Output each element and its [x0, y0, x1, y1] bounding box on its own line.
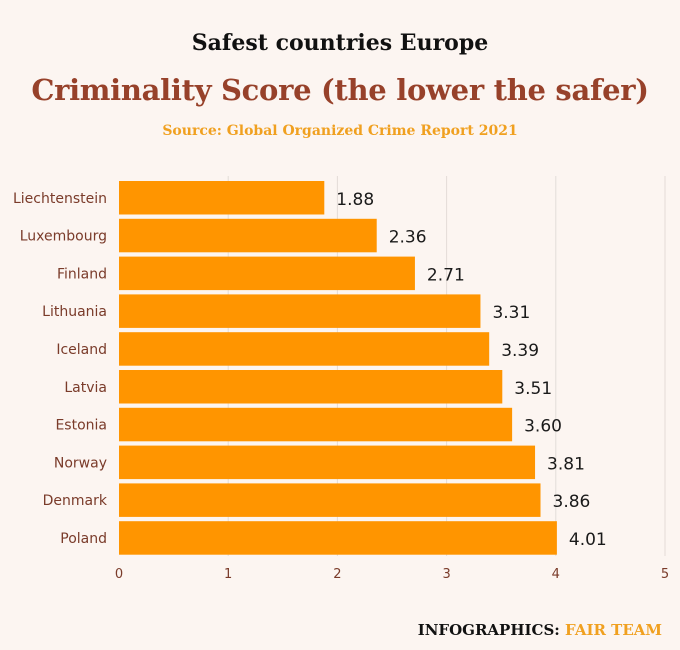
x-tick-label: 0 [115, 567, 123, 582]
bar [119, 256, 415, 291]
value-label: 2.71 [427, 265, 465, 285]
category-label: Liechtenstein [13, 191, 107, 207]
chart-subtitle: Criminality Score (the lower the safer) [31, 73, 649, 107]
value-label: 3.60 [524, 417, 562, 437]
category-label: Estonia [55, 418, 107, 434]
category-label: Lithuania [42, 304, 107, 320]
value-label: 4.01 [569, 530, 607, 550]
value-label: 3.51 [514, 379, 552, 399]
bar-chart: Liechtenstein Luxembourg Finland Lithuania I… [13, 176, 669, 582]
category-label: Finland [57, 266, 107, 282]
bar [119, 218, 377, 253]
value-label: 3.39 [501, 341, 539, 361]
value-label: 3.31 [492, 303, 530, 323]
category-label: Luxembourg [20, 229, 107, 245]
chart-source: Source: Global Organized Crime Report 20… [162, 123, 518, 139]
credit-label: INFOGRAPHICS: [417, 621, 566, 639]
bars [119, 181, 557, 555]
bar [119, 483, 541, 517]
x-tick-label: 1 [224, 567, 232, 582]
category-label: Denmark [43, 493, 108, 509]
x-tick-label: 5 [661, 567, 669, 582]
value-label: 1.88 [336, 190, 374, 210]
value-label: 3.86 [553, 492, 591, 512]
credit-brand: FAIR TEAM [565, 621, 662, 639]
category-label: Norway [54, 455, 107, 471]
value-label: 3.81 [547, 454, 585, 474]
bar [119, 407, 513, 442]
value-labels: 1.88 2.362.71 3.31 3.39 3.51 3.60 3.81 3.86 4.01 [336, 190, 606, 550]
bar [119, 521, 557, 555]
category-label: Latvia [64, 380, 107, 396]
category-label: Iceland [56, 342, 107, 358]
x-axis-ticks: 0 1 2 3 4 5 [115, 567, 669, 582]
category-label: Poland [60, 531, 107, 547]
x-tick-label: 2 [333, 567, 341, 582]
bar [119, 445, 536, 480]
x-tick-label: 4 [552, 567, 560, 582]
category-labels: Liechtenstein Luxembourg Finland Lithuania I… [13, 191, 108, 547]
x-tick-label: 3 [442, 567, 450, 582]
bar [119, 370, 503, 404]
bar [119, 332, 490, 366]
bar [119, 294, 481, 328]
value-label: 2.36 [389, 228, 427, 248]
bar [119, 181, 325, 215]
infographics-credit: INFOGRAPHICS: FAIR TEAM [418, 621, 662, 639]
chart-title: Safest countries Europe [191, 30, 489, 56]
